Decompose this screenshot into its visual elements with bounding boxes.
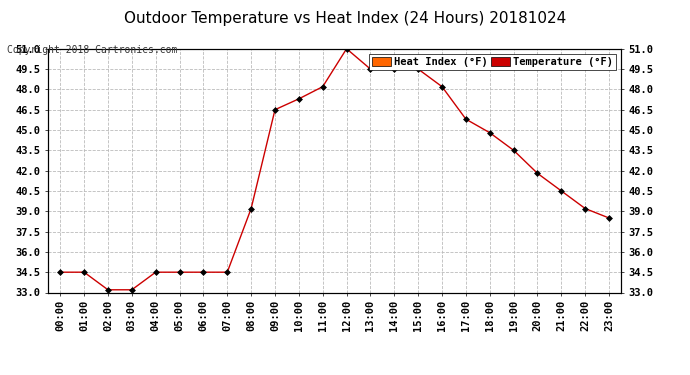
Text: Outdoor Temperature vs Heat Index (24 Hours) 20181024: Outdoor Temperature vs Heat Index (24 Ho… (124, 11, 566, 26)
Text: Copyright 2018 Cartronics.com: Copyright 2018 Cartronics.com (7, 45, 177, 55)
Legend: Heat Index (°F), Temperature (°F): Heat Index (°F), Temperature (°F) (369, 54, 615, 70)
